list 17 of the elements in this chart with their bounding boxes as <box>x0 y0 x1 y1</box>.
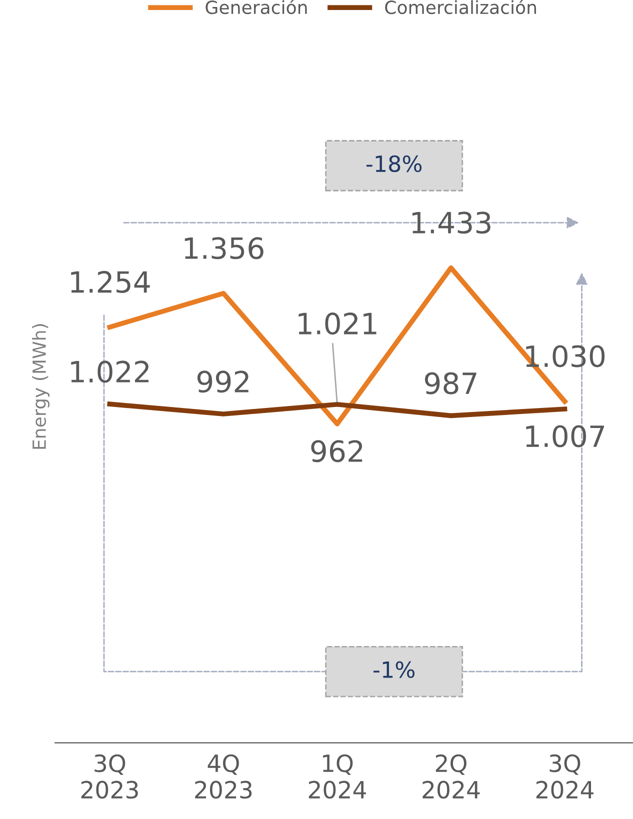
x-tick-label: 4Q 2023 <box>195 754 252 799</box>
text: -18% <box>366 155 422 172</box>
data-label: 1.007 <box>526 425 604 448</box>
data-label: 1.433 <box>412 212 490 234</box>
x-tick-label: 3Q 2023 <box>81 754 138 799</box>
data-label: 1.021 <box>298 312 376 335</box>
x-tick-label: 3Q 2024 <box>536 754 594 799</box>
data-label: 987 <box>424 372 476 394</box>
text: -1% <box>374 661 415 678</box>
data-label: 1.356 <box>184 237 264 260</box>
data-label: 1.022 <box>71 360 149 383</box>
data-label: 962 <box>311 440 362 462</box>
y-axis-title: Energy (MWh) <box>32 324 50 449</box>
x-tick-label: 2Q 2024 <box>422 754 480 799</box>
x-tick-label: 1Q 2024 <box>308 754 366 799</box>
data-label: 992 <box>197 370 248 393</box>
data-label: 1.254 <box>71 270 150 293</box>
